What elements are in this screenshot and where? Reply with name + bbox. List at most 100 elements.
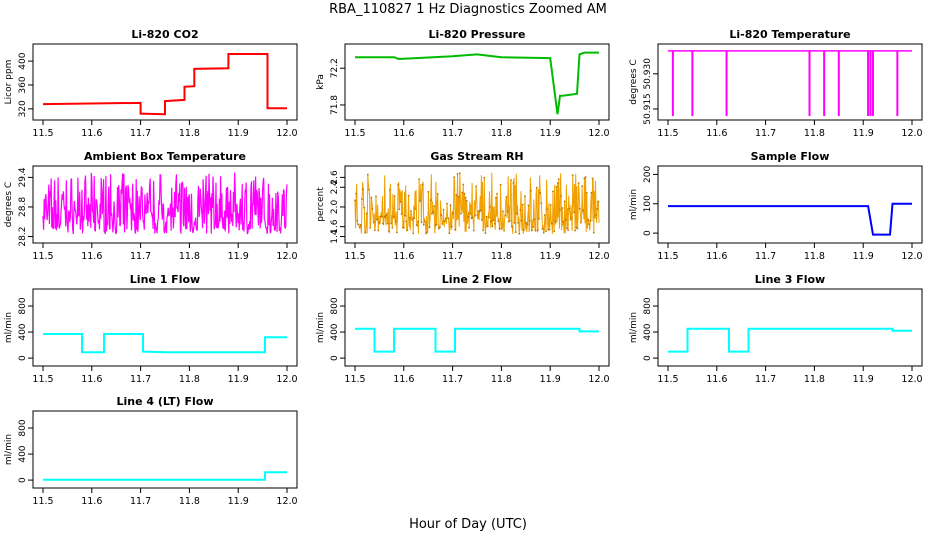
data-point (560, 195, 562, 197)
data-point (363, 206, 366, 209)
x-tick-label: 11.5 (32, 128, 53, 139)
data-point (554, 220, 557, 223)
data-point (535, 186, 538, 189)
data-point (436, 192, 439, 195)
y-tick-label: 400 (643, 323, 653, 340)
data-point (448, 232, 451, 235)
x-tick-label: 11.5 (344, 251, 365, 262)
data-point (420, 221, 423, 224)
data-point (563, 200, 566, 203)
data-point (491, 225, 494, 228)
x-tick-label: 11.9 (228, 374, 249, 385)
data-point (399, 200, 402, 203)
data-point (456, 173, 459, 175)
data-point (517, 222, 519, 224)
y-tick-label: 1.6 (330, 219, 340, 234)
data-point (464, 196, 467, 199)
x-tick-label: 11.7 (755, 374, 776, 385)
data-point (514, 231, 517, 234)
panel-title: Line 1 Flow (130, 273, 200, 286)
x-tick-label: 11.7 (755, 251, 776, 262)
plot-frame (344, 288, 610, 367)
data-point (556, 182, 559, 184)
x-tick-label: 11.6 (706, 128, 727, 139)
x-tick-label: 11.5 (657, 251, 678, 262)
data-point (369, 227, 371, 229)
data-point (539, 191, 542, 194)
data-point (492, 219, 495, 222)
y-axis-label: percent (316, 187, 326, 222)
data-point (382, 222, 384, 225)
data-point (462, 183, 465, 186)
data-point (518, 232, 521, 235)
data-point (378, 221, 381, 224)
panel-title: Li-820 CO2 (131, 28, 198, 41)
plot-frame (657, 43, 923, 121)
data-point (525, 221, 528, 224)
data-point (575, 226, 578, 229)
panel-title: Gas Stream RH (430, 150, 523, 163)
data-point (596, 208, 599, 210)
data-point (521, 203, 524, 206)
data-point (392, 215, 395, 218)
data-point (566, 227, 568, 230)
series-line (355, 327, 599, 353)
data-point (474, 214, 476, 217)
y-tick-label: 360 (18, 76, 28, 93)
data-point (393, 195, 396, 198)
data-point (541, 228, 544, 230)
data-point (429, 199, 432, 202)
data-point (483, 176, 486, 179)
x-tick-label: 11.9 (853, 128, 874, 139)
y-tick-label: 400 (18, 52, 28, 69)
data-point (524, 195, 526, 198)
data-point (594, 216, 596, 219)
data-point (505, 196, 508, 198)
data-point (403, 226, 405, 229)
y-tick-label: 0 (643, 355, 653, 361)
x-tick-label: 11.9 (853, 251, 874, 262)
x-tick-label: 11.7 (442, 128, 463, 139)
x-tick-label: 11.5 (32, 251, 53, 262)
x-tick-label: 12.0 (901, 251, 922, 262)
x-tick-label: 11.7 (442, 374, 463, 385)
data-point (439, 226, 441, 229)
y-tick-label: 800 (18, 419, 28, 436)
panel-title: Line 3 Flow (755, 273, 825, 286)
data-point (455, 194, 458, 196)
data-point (354, 199, 356, 202)
data-point (559, 208, 561, 211)
data-point (380, 215, 383, 218)
chart-panel-3: Li-820 Temperature 11.5 11.6 11.7 11.8 11.9 12… (629, 28, 923, 139)
data-point (570, 216, 573, 219)
data-point (361, 198, 363, 201)
data-point (396, 231, 398, 234)
data-point (583, 177, 586, 180)
plot-frame (344, 43, 610, 121)
data-point (451, 212, 454, 215)
data-point (475, 185, 477, 188)
chart-panel-10: Line 4 (LT) Flow 11.5 11.6 11.7 11.8 11.9 12.0… (4, 395, 298, 507)
y-axis-label: ml/min (629, 189, 639, 220)
data-point (368, 188, 370, 191)
x-tick-label: 11.9 (540, 374, 561, 385)
data-point (387, 230, 390, 233)
y-tick-label: 28.8 (18, 197, 28, 217)
data-point (414, 208, 417, 210)
chart-panel-6: Sample Flow 11.5 11.6 11.7 11.8 11.9 12.0 0 100 2… (629, 150, 923, 262)
data-point (527, 204, 530, 207)
y-tick-label: 800 (643, 297, 653, 314)
x-tick-label: 11.9 (228, 251, 249, 262)
y-tick-label: 400 (18, 323, 28, 340)
y-axis-label: ml/min (316, 312, 326, 343)
data-point (398, 208, 401, 211)
data-point (391, 226, 394, 229)
data-point (510, 179, 512, 181)
data-point (479, 209, 482, 212)
data-point (548, 228, 551, 231)
chart-panel-7: Line 1 Flow 11.5 11.6 11.7 11.8 11.9 12.0 0 400 8… (4, 273, 298, 385)
series-line (42, 53, 287, 116)
data-point (356, 219, 359, 222)
data-point (486, 225, 489, 228)
x-tick-label: 12.0 (901, 374, 922, 385)
